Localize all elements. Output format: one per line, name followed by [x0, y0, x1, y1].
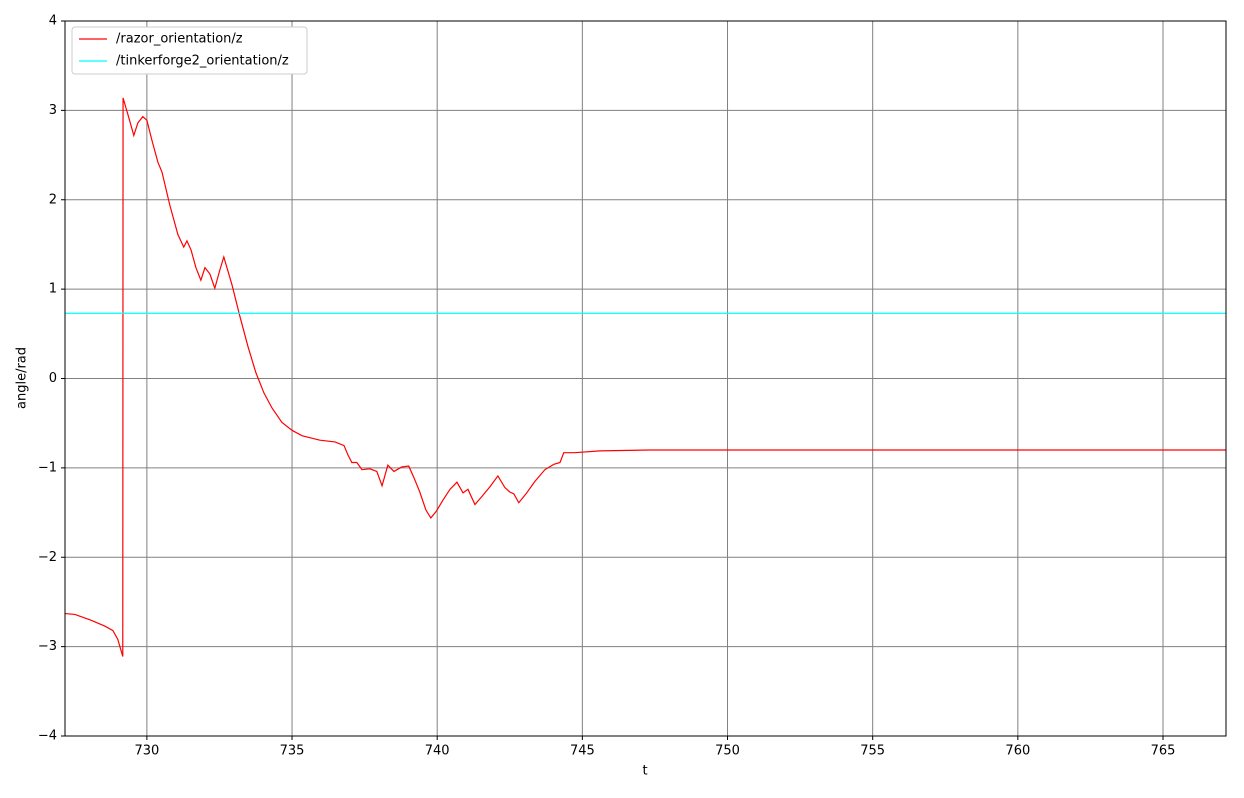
plot-frame: [64, 20, 1227, 737]
y-tick-label: 3: [49, 103, 57, 118]
x-tick-label: 760: [1005, 744, 1030, 759]
y-tick-label: −4: [38, 729, 57, 744]
x-tick-label: 745: [570, 744, 595, 759]
x-axis-label: t: [642, 764, 647, 779]
y-axis-label: angle/rad: [15, 347, 30, 409]
y-tick-label: 0: [49, 371, 57, 386]
y-tick-label: 2: [49, 192, 57, 207]
x-tick-label: 740: [425, 744, 450, 759]
x-tick-label: 750: [715, 744, 740, 759]
x-tick-label: 755: [860, 744, 885, 759]
y-tick-label: −1: [38, 460, 57, 475]
y-tick-label: −3: [38, 639, 57, 654]
x-tick-label: 735: [280, 744, 305, 759]
line-series: [65, 97, 1226, 657]
y-tick-label: −2: [38, 550, 57, 565]
x-tick-label: 730: [134, 744, 159, 759]
legend-box: [71, 26, 308, 75]
y-tick-label: 1: [49, 282, 57, 297]
y-tick-label: 4: [49, 14, 57, 29]
legend-label: /razor_orientation/z: [116, 32, 243, 47]
x-tick-label: 765: [1151, 744, 1176, 759]
legend-label: /tinkerforge2_orientation/z: [116, 54, 289, 69]
